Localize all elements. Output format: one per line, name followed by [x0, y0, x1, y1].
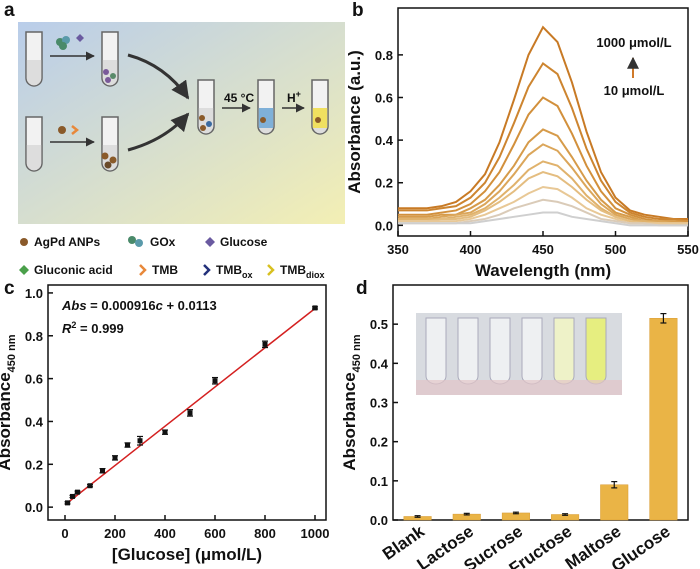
equation-part: + 0.0113 [163, 298, 217, 313]
x-tick-label: 450 [532, 242, 554, 257]
y-tick-label: 0.4 [370, 356, 389, 371]
particles [56, 34, 328, 169]
spectrum-line [398, 96, 688, 223]
x-tick-label: 400 [154, 526, 176, 541]
x-tick-label: 0 [61, 526, 68, 541]
tube [25, 116, 43, 172]
y-tick-label: 0.8 [375, 48, 393, 63]
panel-c: c 0.0 0.2 0.4 0.6 0.8 1.0 0 200 400 600 800 1000 [Glu… [0, 278, 329, 564]
legend-entry: TMBdiox [280, 263, 325, 280]
acid: H+ [287, 89, 301, 105]
y-tick-label: 0.6 [375, 90, 393, 105]
x-tick-label: 200 [104, 526, 126, 541]
r-squared-part: 2 [71, 320, 76, 330]
x-tick-label: 800 [254, 526, 276, 541]
data-point [162, 429, 168, 435]
y-axis-label: Absorbance450 nm [0, 334, 18, 470]
y-tick-label: 0.8 [25, 329, 43, 344]
y-tick-label: 0.1 [370, 474, 388, 489]
plot-frame [47, 284, 327, 521]
data-point [125, 442, 130, 448]
x-tick-label: 350 [387, 242, 409, 257]
equation: Abs = 0.000916c + 0.0113 [61, 298, 217, 313]
bar [600, 484, 629, 521]
data-point [65, 500, 70, 506]
diagram-background [18, 22, 345, 224]
temperature: 45 °C [224, 91, 254, 105]
x-tick-label: 600 [204, 526, 226, 541]
x-tick-label: 1000 [301, 526, 330, 541]
tube [25, 31, 43, 87]
y-tick-label: 0.0 [375, 218, 393, 233]
y-tick-label: 0.5 [370, 317, 388, 332]
data-point [100, 468, 105, 474]
legend-entry: GOx [150, 235, 176, 249]
legend: AgPd ANPs GOx Glucose Gluconic acid TMB … [19, 235, 325, 280]
y-tick-label: 0.3 [370, 396, 388, 411]
data-point [75, 489, 80, 495]
data-point [112, 455, 118, 461]
data-point [212, 378, 218, 384]
data-point [312, 305, 318, 311]
r-squared-part: = 0.999 [76, 321, 123, 336]
y-axis-label-main: Absorbance [0, 372, 14, 470]
y-tick-label: 0.4 [25, 414, 44, 429]
legend-entry: TMB [152, 263, 178, 277]
legend-entry: TMBox [216, 263, 253, 280]
equation-part: Abs [61, 298, 87, 313]
y-tick-label: 0.2 [25, 457, 43, 472]
legend-entry: Glucose [220, 235, 268, 249]
y-tick-label: 0.6 [25, 372, 43, 387]
spectrum-line [398, 61, 689, 223]
annotation: 1000 μmol/L [596, 35, 671, 50]
y-tick-label: 0.0 [370, 513, 388, 528]
x-tick-label: 550 [677, 242, 699, 257]
tube [197, 79, 215, 135]
spectrum-line [398, 143, 688, 225]
y-tick-label: 1.0 [25, 286, 43, 301]
data-point [87, 483, 93, 489]
y-axis-label: Absorbance (a.u.) [345, 50, 364, 194]
r-squared-part: R [62, 321, 72, 336]
legend-entry: AgPd ANPs [34, 235, 101, 249]
y-axis-label-sub: 450 nm [6, 334, 18, 372]
panel-label: d [356, 278, 368, 299]
data-point [137, 438, 143, 444]
data-point [262, 341, 268, 347]
spectrum-line [398, 211, 688, 227]
bar [649, 318, 678, 521]
y-tick-label: 0.4 [375, 133, 394, 148]
equation-part: = 0.000916 [87, 298, 156, 313]
y-tick-label: 0.0 [25, 500, 43, 515]
fit-line [64, 307, 316, 506]
panel-label: b [352, 0, 364, 21]
spectrum-line [398, 25, 688, 220]
x-axis-label: [Glucose] (μmol/L) [112, 545, 262, 564]
panel-b: b 0.0 0.2 0.4 0.6 0.8 350 400 450 500 550 Wavelengt… [345, 0, 699, 280]
inset-photo [416, 313, 622, 395]
arrows [50, 51, 305, 152]
y-axis-label-main: Absorbance [340, 372, 359, 470]
legend-entry: Gluconic acid [34, 263, 113, 277]
panel-label: a [4, 0, 15, 21]
equation-part: c [156, 298, 164, 313]
x-tick-label: 500 [605, 242, 627, 257]
y-axis-label: Absorbance450 nm [340, 334, 363, 470]
data-point [187, 410, 193, 416]
panel-a: a 45 °C H+ AgPd ANPs GOx Glucose Gluconi… [4, 0, 345, 280]
y-tick-label: 0.2 [375, 176, 393, 191]
annotation: 10 μmol/L [604, 83, 665, 98]
x-axis-label: Wavelength (nm) [475, 261, 611, 280]
y-axis-label-sub: 450 nm [351, 334, 363, 372]
panel-label: c [4, 278, 15, 299]
y-tick-label: 0.2 [370, 435, 388, 450]
x-tick-label: 400 [460, 242, 482, 257]
data-point [70, 493, 75, 499]
r-squared: R2 = 0.999 [62, 320, 124, 336]
